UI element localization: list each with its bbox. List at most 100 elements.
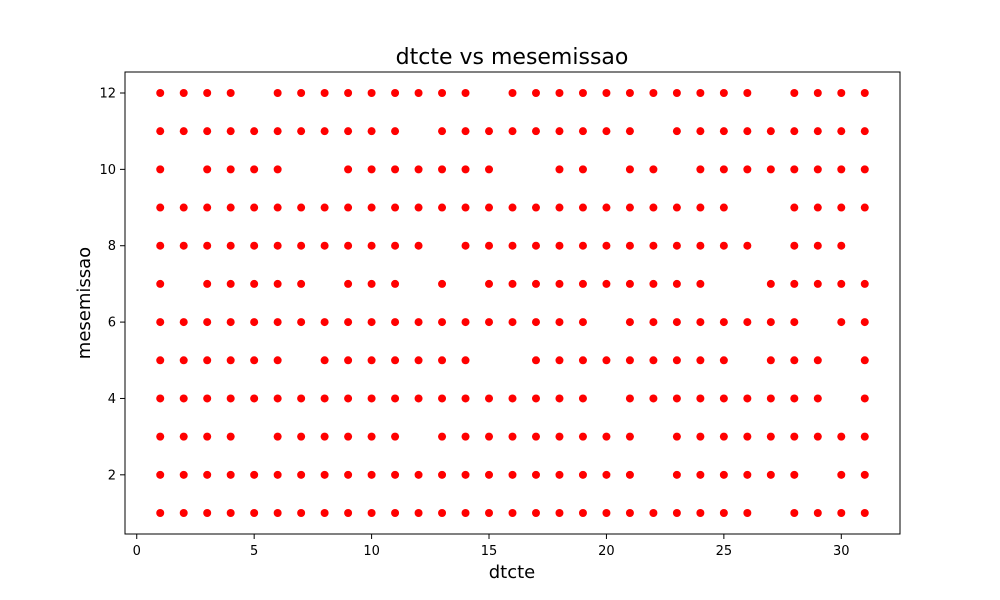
data-point xyxy=(203,127,212,136)
data-point xyxy=(625,356,634,365)
data-point xyxy=(766,470,775,479)
data-point xyxy=(226,470,235,479)
data-point xyxy=(837,279,846,288)
data-point xyxy=(344,432,353,441)
data-point xyxy=(226,203,235,212)
data-point xyxy=(719,356,728,365)
data-point xyxy=(485,318,494,327)
data-point xyxy=(766,279,775,288)
data-point xyxy=(438,203,447,212)
data-point xyxy=(391,318,400,327)
x-tick-label: 20 xyxy=(598,544,615,559)
data-point xyxy=(273,127,282,136)
data-point xyxy=(743,394,752,403)
data-point xyxy=(837,470,846,479)
data-point xyxy=(273,432,282,441)
data-point xyxy=(344,470,353,479)
data-point xyxy=(649,356,658,365)
data-point xyxy=(649,279,658,288)
data-point xyxy=(179,509,188,517)
data-point xyxy=(226,279,235,288)
data-point xyxy=(414,89,423,97)
data-point xyxy=(860,432,869,441)
data-point xyxy=(743,165,752,174)
x-tick-label: 15 xyxy=(481,544,498,559)
data-point xyxy=(273,394,282,403)
data-point xyxy=(790,279,799,288)
data-point xyxy=(461,356,470,365)
data-point xyxy=(578,509,587,517)
data-point xyxy=(860,318,869,327)
data-point xyxy=(273,318,282,327)
data-point xyxy=(672,318,681,327)
data-point xyxy=(414,509,423,517)
data-point xyxy=(813,241,822,250)
data-point xyxy=(438,394,447,403)
data-point xyxy=(790,318,799,327)
data-point xyxy=(203,165,212,174)
data-point xyxy=(790,356,799,365)
data-point xyxy=(344,356,353,365)
y-tick-label: 6 xyxy=(108,316,116,331)
data-point xyxy=(297,470,306,479)
data-point xyxy=(273,165,282,174)
data-point xyxy=(297,89,306,97)
data-point xyxy=(438,470,447,479)
data-point xyxy=(602,356,611,365)
data-point xyxy=(508,241,517,250)
data-point xyxy=(438,356,447,365)
data-point xyxy=(273,279,282,288)
data-point xyxy=(672,279,681,288)
data-point xyxy=(766,318,775,327)
data-point xyxy=(203,241,212,250)
data-point xyxy=(837,318,846,327)
data-point xyxy=(837,89,846,97)
data-point xyxy=(743,470,752,479)
data-point xyxy=(508,509,517,517)
data-point xyxy=(156,318,165,327)
data-point xyxy=(602,127,611,136)
data-point xyxy=(649,318,658,327)
data-point xyxy=(320,470,329,479)
data-point xyxy=(179,127,188,136)
data-point xyxy=(578,394,587,403)
data-point xyxy=(367,279,376,288)
data-point xyxy=(250,165,259,174)
y-tick-label: 10 xyxy=(99,163,116,178)
data-point xyxy=(226,509,235,517)
data-point xyxy=(696,127,705,136)
data-point xyxy=(250,318,259,327)
data-point xyxy=(320,394,329,403)
data-point xyxy=(461,127,470,136)
data-point xyxy=(813,356,822,365)
data-point xyxy=(414,203,423,212)
data-point xyxy=(743,509,752,517)
data-point xyxy=(179,89,188,97)
data-point xyxy=(625,165,634,174)
axis-ticks: 0 5 10 15 20 25 30 2 4 6 8 10 12 xyxy=(99,87,849,560)
data-point xyxy=(649,89,658,97)
data-point xyxy=(672,89,681,97)
data-point xyxy=(672,241,681,250)
data-point xyxy=(156,89,165,97)
data-point xyxy=(531,470,540,479)
data-point xyxy=(837,432,846,441)
data-point xyxy=(813,432,822,441)
data-point xyxy=(578,241,587,250)
data-point xyxy=(226,432,235,441)
data-point xyxy=(461,509,470,517)
data-point xyxy=(297,203,306,212)
data-point xyxy=(273,203,282,212)
data-point xyxy=(414,356,423,365)
data-point xyxy=(438,279,447,288)
data-point xyxy=(860,356,869,365)
y-tick-label: 12 xyxy=(99,87,116,102)
data-point xyxy=(743,432,752,441)
data-point xyxy=(766,432,775,441)
data-point xyxy=(485,470,494,479)
data-point xyxy=(555,165,564,174)
data-point xyxy=(790,470,799,479)
data-point xyxy=(508,127,517,136)
data-point xyxy=(625,394,634,403)
data-point xyxy=(625,127,634,136)
